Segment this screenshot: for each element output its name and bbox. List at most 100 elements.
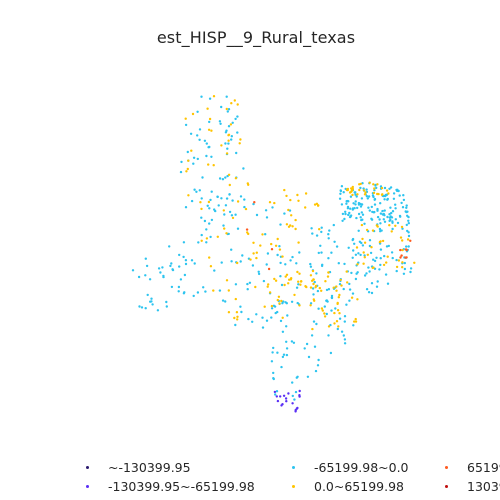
map-point	[405, 204, 408, 207]
map-point	[391, 227, 394, 231]
map-point	[255, 256, 258, 260]
map-point	[342, 287, 345, 291]
map-point	[378, 218, 381, 221]
map-point	[295, 286, 299, 289]
map-point	[287, 225, 291, 228]
map-point	[252, 202, 255, 206]
map-point	[403, 267, 407, 271]
map-point	[343, 217, 346, 221]
map-point	[261, 326, 265, 329]
map-point	[311, 287, 315, 290]
map-point	[145, 264, 149, 268]
map-point	[372, 183, 375, 186]
map-point	[355, 272, 358, 275]
map-point	[371, 229, 375, 232]
map-point	[359, 182, 362, 186]
map-point	[326, 275, 330, 278]
map-point	[387, 244, 390, 248]
map-point	[372, 191, 376, 195]
map-point	[144, 274, 147, 277]
map-point	[359, 253, 362, 257]
map-point	[294, 227, 297, 231]
map-point	[313, 203, 317, 206]
map-point	[169, 264, 172, 268]
map-point	[365, 228, 369, 232]
map-point	[184, 262, 188, 266]
map-point	[312, 320, 316, 323]
map-point	[360, 203, 364, 206]
map-point	[170, 262, 173, 265]
map-point	[310, 334, 314, 337]
map-point	[359, 205, 363, 208]
map-point	[271, 351, 274, 354]
map-point	[346, 281, 349, 284]
map-point	[185, 170, 188, 173]
map-point	[225, 279, 229, 282]
map-point	[351, 238, 354, 242]
map-point	[222, 209, 225, 212]
map-point	[298, 272, 301, 275]
map-point	[239, 138, 242, 141]
map-point	[402, 198, 406, 202]
map-point	[234, 117, 237, 121]
map-point	[314, 369, 318, 373]
map-point	[220, 197, 223, 200]
map-point	[313, 345, 317, 348]
map-point	[212, 95, 216, 98]
map-point	[340, 284, 343, 287]
map-point	[178, 265, 181, 268]
map-point	[392, 192, 396, 195]
map-point	[399, 215, 402, 218]
map-point	[327, 334, 330, 337]
map-point	[355, 195, 358, 198]
map-point	[247, 183, 250, 186]
map-point	[263, 305, 266, 308]
map-point	[179, 170, 183, 174]
map-point	[286, 314, 289, 317]
map-point	[386, 197, 389, 201]
map-point	[274, 279, 278, 282]
map-point	[363, 222, 366, 225]
map-point	[356, 263, 359, 266]
map-point	[270, 307, 274, 310]
map-point	[395, 258, 398, 262]
map-point	[216, 235, 219, 238]
map-point	[246, 282, 249, 286]
map-point	[351, 292, 355, 295]
map-point	[284, 275, 287, 278]
map-point	[283, 283, 286, 287]
map-point	[208, 256, 211, 259]
map-point	[207, 146, 210, 149]
map-point	[311, 327, 314, 331]
map-point	[291, 381, 294, 384]
map-point	[272, 377, 275, 381]
legend-swatch	[86, 466, 89, 469]
map-point	[376, 225, 379, 228]
map-point	[306, 375, 310, 378]
map-point	[227, 139, 230, 142]
map-point	[320, 289, 323, 292]
map-point	[245, 228, 249, 231]
map-point	[367, 266, 370, 269]
map-point	[405, 206, 408, 209]
map-point	[238, 142, 241, 145]
map-point	[386, 215, 389, 219]
map-point	[323, 305, 326, 308]
map-point	[298, 251, 301, 254]
map-point	[298, 389, 301, 393]
map-point	[279, 261, 282, 265]
map-point	[304, 206, 307, 209]
map-point	[287, 392, 290, 395]
map-point	[361, 237, 364, 241]
map-point	[365, 288, 369, 291]
map-point	[386, 255, 389, 258]
map-point	[330, 251, 333, 254]
map-point	[372, 258, 375, 261]
map-point	[225, 197, 229, 200]
map-point	[291, 402, 294, 405]
map-point	[352, 249, 355, 252]
map-point	[373, 198, 376, 201]
map-point	[335, 285, 338, 288]
map-point	[343, 262, 346, 266]
map-point	[333, 311, 336, 315]
